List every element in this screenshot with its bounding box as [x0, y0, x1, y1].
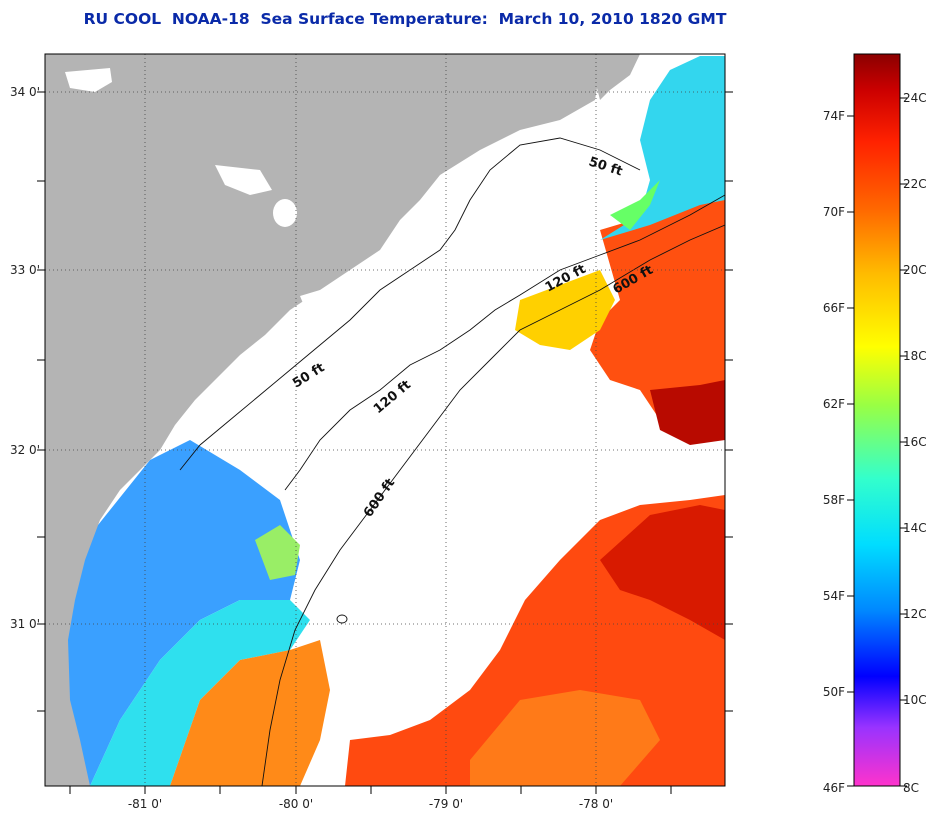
lon-label-81: -81 0' [128, 797, 162, 811]
small-island-offshore [336, 614, 348, 624]
cb-label-66F: 66F [823, 301, 845, 315]
sst-orange-patch-south [470, 690, 660, 786]
map-title: RU COOL NOAA-18 Sea Surface Temperature:… [83, 10, 727, 28]
sst-green-coastal [255, 525, 300, 580]
cb-label-16C: 16C [903, 435, 927, 449]
lon-label-79: -79 0' [429, 797, 463, 811]
land-cape-north [590, 54, 640, 100]
cb-label-54F: 54F [823, 589, 845, 603]
lat-label-33: 33 0' [10, 263, 40, 277]
cloud-patch-land-1 [65, 68, 112, 92]
sst-green-north [610, 180, 660, 230]
sst-orange-coastal [170, 640, 330, 786]
colorbar-ticks [847, 97, 907, 787]
cloud-patch-land-3 [273, 199, 297, 227]
lat-label-32: 32 0' [10, 443, 40, 457]
sst-warm-northeast [590, 195, 725, 440]
cb-label-8C: 8C [903, 781, 919, 795]
sst-cold-coastal [45, 440, 300, 786]
cb-label-22C: 22C [903, 177, 927, 191]
graticule [45, 54, 725, 786]
land-coastline [45, 54, 600, 786]
map-frame [44, 53, 726, 787]
sst-cyan-band [90, 600, 310, 786]
cb-label-74F: 74F [823, 109, 845, 123]
cb-label-10C: 10C [903, 693, 927, 707]
sst-hot-northeast [650, 380, 725, 445]
lat-label-31: 31 0' [10, 617, 40, 631]
temperature-colorbar [853, 53, 901, 787]
cb-label-62F: 62F [823, 397, 845, 411]
sst-hot-southeast [600, 505, 725, 640]
sst-yellow-front [515, 270, 615, 350]
cb-label-70F: 70F [823, 205, 845, 219]
cb-label-14C: 14C [903, 521, 927, 535]
contour-600ft [261, 224, 725, 786]
cloud-patch-land-4 [300, 290, 322, 308]
cb-label-20C: 20C [903, 263, 927, 277]
cb-label-58F: 58F [823, 493, 845, 507]
cloud-patch-land-2 [215, 165, 272, 195]
cb-label-18C: 18C [903, 349, 927, 363]
cb-label-46F: 46F [823, 781, 845, 795]
lon-label-80: -80 0' [279, 797, 313, 811]
lon-label-78: -78 0' [579, 797, 613, 811]
cb-label-12C: 12C [903, 607, 927, 621]
axis-ticks [37, 91, 733, 794]
sst-cool-northeast [600, 56, 725, 240]
contour-120ft [284, 194, 725, 491]
lat-label-34: 34 0' [10, 85, 40, 99]
cb-label-24C: 24C [903, 91, 927, 105]
cb-label-50F: 50F [823, 685, 845, 699]
